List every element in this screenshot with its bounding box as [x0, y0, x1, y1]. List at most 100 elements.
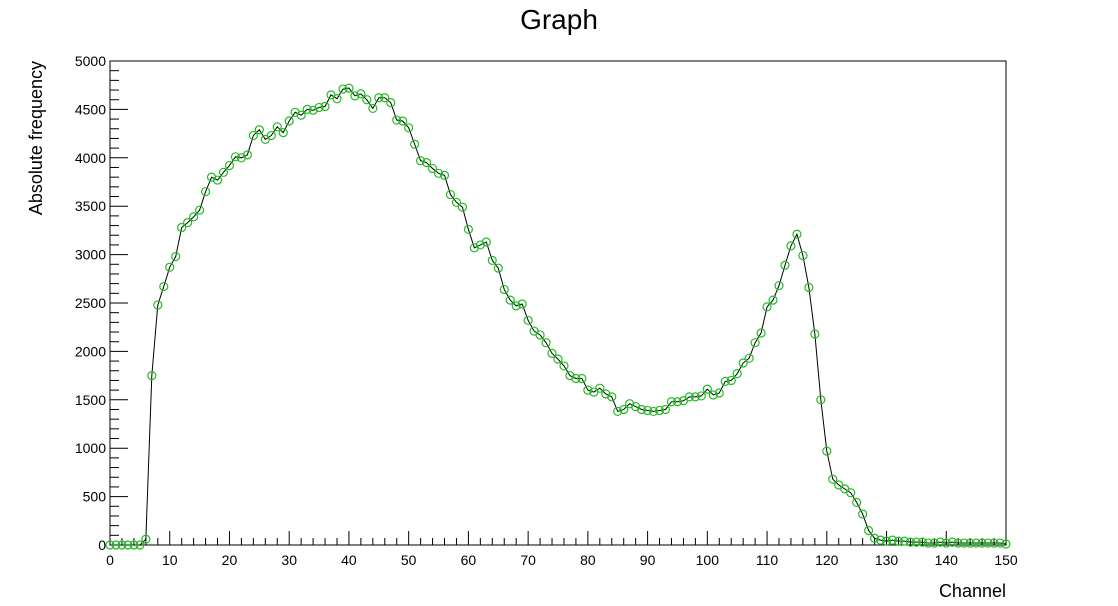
- x-axis-title: Channel: [939, 581, 1006, 601]
- data-point: [637, 404, 647, 415]
- x-tick-label: 150: [994, 552, 1018, 568]
- data-point: [344, 83, 354, 93]
- data-point: [846, 488, 856, 498]
- data-point: [147, 371, 157, 381]
- data-point: [571, 373, 581, 384]
- data-point: [105, 540, 115, 550]
- data-point: [254, 125, 264, 135]
- y-tick-label: 3500: [75, 198, 106, 214]
- data-point: [475, 240, 485, 250]
- data-point: [368, 103, 378, 114]
- x-tick-label: 50: [401, 552, 417, 568]
- data-point: [613, 406, 623, 417]
- data-point: [583, 385, 593, 395]
- data-point: [278, 128, 288, 138]
- x-tick-label: 60: [461, 552, 477, 568]
- x-tick-label: 10: [162, 552, 178, 568]
- data-point: [810, 329, 820, 339]
- data-point: [672, 397, 683, 407]
- data-point: [619, 404, 629, 415]
- data-point: [762, 302, 772, 312]
- data-point: [535, 330, 545, 340]
- data-point: [738, 358, 748, 368]
- data-point: [792, 229, 802, 239]
- data-point: [875, 535, 886, 545]
- data-point: [881, 536, 892, 546]
- data-point: [732, 369, 742, 379]
- data-point: [153, 300, 163, 310]
- data-point: [607, 392, 617, 402]
- data-point: [714, 388, 724, 398]
- data-point: [302, 104, 312, 115]
- data-point: [427, 163, 438, 174]
- data-point: [780, 260, 790, 270]
- data-point: [798, 250, 808, 261]
- data-point: [684, 392, 695, 402]
- data-point: [421, 158, 432, 168]
- x-tick-label: 40: [341, 552, 357, 568]
- y-tick-label: 0: [98, 537, 106, 553]
- data-point: [165, 262, 175, 272]
- data-point: [965, 538, 975, 548]
- data-point: [439, 170, 450, 180]
- x-tick-label: 70: [520, 552, 536, 568]
- axis-tick-labels: 0 10 20 30 40 50 60 70 80 90 100 110 120 130 140 150050…: [75, 53, 1018, 568]
- data-point: [481, 237, 491, 247]
- data-point: [511, 301, 521, 311]
- series-line: [110, 87, 1007, 546]
- data-point: [141, 534, 151, 544]
- y-tick-label: 1000: [75, 440, 106, 456]
- data-point: [917, 537, 927, 547]
- data-point: [129, 540, 139, 550]
- data-point: [410, 139, 420, 149]
- data-point: [696, 391, 706, 401]
- data-point: [505, 295, 515, 305]
- y-tick-label: 500: [83, 489, 107, 505]
- data-point: [189, 212, 199, 222]
- data-point: [595, 383, 605, 393]
- data-point: [457, 202, 468, 212]
- data-point: [111, 540, 121, 550]
- data-point: [350, 91, 360, 101]
- data-point: [296, 110, 306, 120]
- y-tick-label: 5000: [75, 53, 106, 69]
- data-point: [1001, 539, 1011, 549]
- data-point: [774, 280, 784, 291]
- data-point: [864, 525, 874, 536]
- data-point: [911, 537, 922, 547]
- data-point: [666, 397, 677, 407]
- y-axis-title: Absolute frequency: [26, 61, 46, 215]
- data-point: [290, 107, 300, 117]
- data-point: [858, 509, 868, 519]
- data-point: [786, 241, 796, 251]
- axis-ticks: [109, 60, 1007, 546]
- data-point: [123, 540, 133, 550]
- data-point: [989, 538, 999, 548]
- x-tick-label: 20: [222, 552, 238, 568]
- data-point: [433, 168, 444, 178]
- data-point: [374, 93, 384, 103]
- data-point: [362, 95, 372, 105]
- data-point: [702, 384, 712, 394]
- data-point: [445, 189, 456, 200]
- data-point: [995, 538, 1005, 548]
- data-point: [398, 116, 408, 126]
- data-point: [852, 497, 862, 508]
- data-point: [750, 338, 760, 348]
- y-tick-label: 1500: [75, 392, 106, 408]
- data-point: [230, 152, 241, 162]
- data-point: [541, 338, 551, 348]
- data-point: [314, 102, 324, 113]
- data-point: [117, 540, 127, 550]
- data-point: [272, 122, 282, 132]
- data-point: [404, 123, 414, 133]
- data-point: [392, 115, 402, 125]
- data-point: [923, 538, 933, 548]
- data-point: [660, 404, 671, 415]
- data-point: [236, 153, 247, 163]
- y-tick-label: 3000: [75, 247, 106, 263]
- data-point: [218, 167, 229, 177]
- data-point: [206, 172, 217, 182]
- data-point: [601, 389, 611, 399]
- data-point: [248, 130, 258, 141]
